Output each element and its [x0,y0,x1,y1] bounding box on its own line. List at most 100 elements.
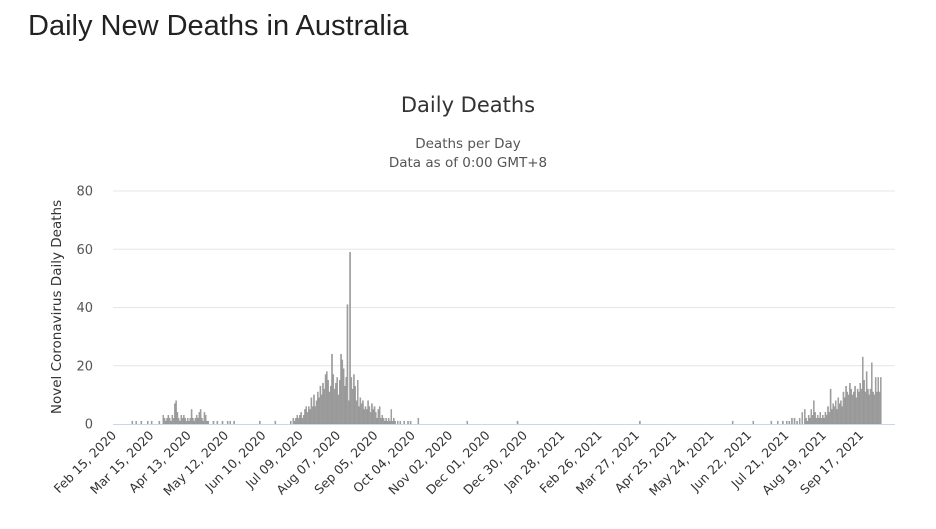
bar [373,406,376,425]
bar-series [131,252,882,425]
bar [381,415,384,425]
bar [409,420,412,425]
bar [878,391,881,425]
bar [140,420,143,425]
bar [355,400,358,425]
bar [183,415,185,425]
bar [372,409,374,425]
bar [353,374,355,425]
x-tick-label: May 24, 2021 [646,428,717,499]
bar [326,371,328,425]
bar [306,412,309,425]
bar [801,412,803,425]
bar [856,388,859,425]
bar [290,420,292,425]
bar [846,391,849,425]
bar [188,420,190,425]
bar [274,420,277,425]
bar [226,420,229,425]
y-axis-tick-labels: 0 20 40 60 80 [76,185,93,433]
bar [868,394,870,425]
bar [333,388,336,425]
bar [869,388,872,425]
bar [166,418,168,425]
bar [860,388,863,425]
bar [349,252,351,425]
bar [205,415,207,425]
bar [874,377,877,425]
bar [824,412,827,425]
bar [466,420,469,425]
bar [192,418,194,425]
bar [382,418,385,425]
bar [377,409,380,425]
bar [793,418,796,425]
bar [639,420,641,425]
bar [341,359,344,425]
bar [202,420,204,425]
bar [198,412,201,425]
bar [394,420,396,425]
bar [842,391,845,425]
bar [819,412,822,425]
bar [367,400,369,425]
bar [393,418,395,425]
bar [849,383,851,425]
bar [335,383,337,425]
bar [877,377,880,425]
bar [371,403,373,425]
bar [168,418,171,425]
bar [782,420,784,425]
bar [310,397,313,425]
bar [177,418,180,425]
chart-subtitle-line-2: Data as of 0:00 GMT+8 [389,155,547,171]
bar [867,388,869,425]
bar [827,406,829,425]
bar [189,418,192,425]
bar [308,406,310,425]
bar [389,420,391,425]
bar [859,383,861,425]
bar [313,394,315,425]
bar [336,377,338,425]
bar [193,420,195,425]
bar [292,418,295,425]
bar [834,400,837,425]
chart-title: Daily Deaths [401,93,535,117]
bar [840,400,842,425]
bar [181,418,184,425]
bar [322,383,324,425]
bar [813,400,815,425]
bar [862,356,864,425]
bar [829,388,832,425]
bar [399,420,402,425]
bar [864,391,867,425]
bar [320,394,323,425]
bar [318,397,320,425]
bar [184,418,186,425]
bar [340,353,342,425]
bar [810,409,813,425]
bar [516,420,519,425]
bar [844,397,846,425]
bar [385,418,387,425]
bar [378,406,381,425]
bar [175,400,177,425]
bar [838,403,841,425]
bar [221,420,224,425]
bar [304,409,306,425]
bar [811,415,814,425]
bar [327,380,329,425]
bar [350,377,353,425]
bar [832,403,834,425]
bar [386,420,389,425]
y-tick-label: 20 [76,359,93,374]
bar [354,385,356,425]
bar [788,420,791,425]
bar [233,420,235,425]
bar [299,415,301,425]
bar [858,391,860,425]
bar [158,420,161,425]
bar [396,420,399,425]
